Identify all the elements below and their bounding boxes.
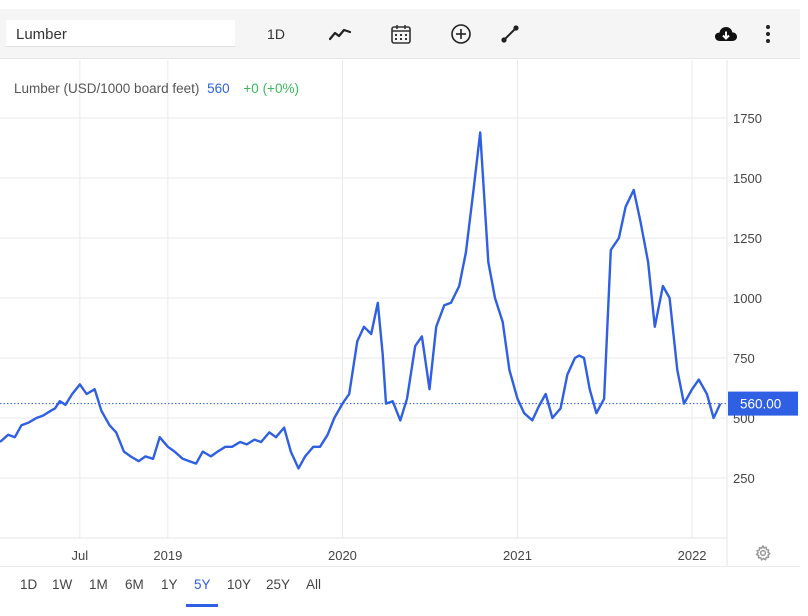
current-price-badge xyxy=(728,391,798,416)
y-tick-label: 1750 xyxy=(733,111,762,126)
range-button-1w[interactable]: 1W xyxy=(52,577,73,592)
y-tick-label: 250 xyxy=(733,471,755,486)
plus-circle-icon xyxy=(451,24,471,44)
add-indicator-button[interactable] xyxy=(446,21,476,47)
range-button-5y[interactable]: 5Y xyxy=(194,577,211,592)
more-vertical-icon xyxy=(766,25,770,43)
x-tick-label: 2022 xyxy=(678,548,707,563)
download-button[interactable] xyxy=(711,21,741,47)
interval-button[interactable]: 1D xyxy=(267,26,285,42)
active-range-indicator xyxy=(186,604,218,607)
chart-grid xyxy=(0,60,728,566)
settings-gear-icon[interactable] xyxy=(754,544,772,562)
more-options-button[interactable] xyxy=(756,21,780,47)
x-tick-label: 2020 xyxy=(328,548,357,563)
x-tick-label: 2021 xyxy=(503,548,532,563)
toolbar: 1D xyxy=(0,9,800,59)
series-line xyxy=(0,131,722,470)
legend-change: +0 (+0%) xyxy=(243,81,299,96)
calendar-icon xyxy=(391,25,411,44)
range-button-1y[interactable]: 1Y xyxy=(161,577,178,592)
draw-tool-button[interactable] xyxy=(495,21,525,47)
price-badge-layer: 560.00 xyxy=(0,391,798,416)
legend-value: 560 xyxy=(207,81,230,96)
x-tick-label: Jul xyxy=(72,548,89,563)
chart-legend: Lumber (USD/1000 board feet) 560 +0 (+0%… xyxy=(14,81,299,96)
cloud-download-icon xyxy=(715,27,737,41)
y-tick-label: 1250 xyxy=(733,231,762,246)
y-tick-label: 750 xyxy=(733,351,755,366)
range-button-1d[interactable]: 1D xyxy=(20,577,38,592)
legend-series-name: Lumber (USD/1000 board feet) xyxy=(14,81,200,96)
range-button-10y[interactable]: 10Y xyxy=(227,577,252,592)
range-button-1m[interactable]: 1M xyxy=(89,577,108,592)
x-tick-label: 2019 xyxy=(153,548,182,563)
range-selector: 1D 1W 1M 6M 1Y 5Y 10Y 25Y All xyxy=(0,566,800,607)
draw-line-icon xyxy=(501,25,519,43)
range-button-6m[interactable]: 6M xyxy=(125,577,144,592)
calendar-button[interactable] xyxy=(386,21,416,47)
symbol-search-input[interactable] xyxy=(6,20,235,47)
y-tick-label: 1500 xyxy=(733,171,762,186)
line-style-button[interactable] xyxy=(322,21,358,47)
line-chart-icon xyxy=(329,28,351,41)
current-price-label: 560.00 xyxy=(740,397,781,412)
range-button-25y[interactable]: 25Y xyxy=(266,577,291,592)
price-line-layer xyxy=(0,131,722,470)
range-button-all[interactable]: All xyxy=(306,577,322,592)
y-tick-label: 1000 xyxy=(733,291,762,306)
